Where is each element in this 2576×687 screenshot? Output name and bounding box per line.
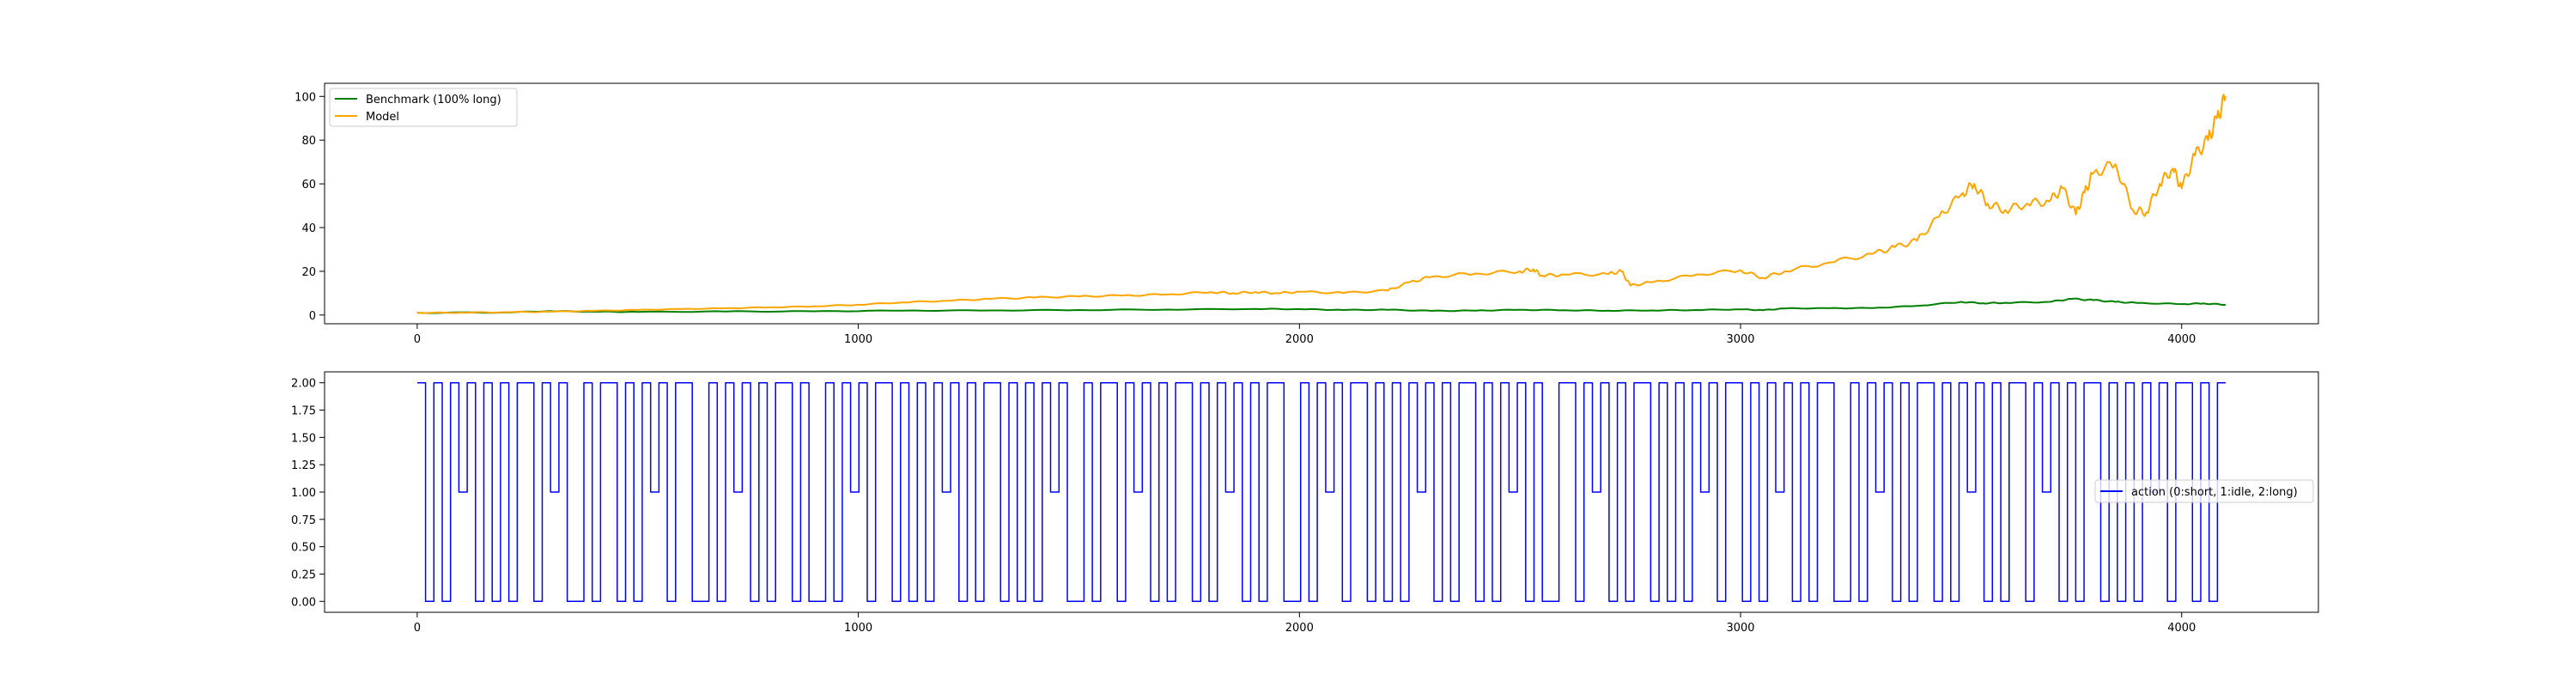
act-y-tick-label: 1.50	[291, 432, 316, 445]
eq-y-tick-label: 80	[301, 135, 316, 148]
eq-y-tick-label: 60	[301, 179, 316, 192]
act-x-tick-label: 1000	[844, 622, 872, 635]
action-legend-box	[2094, 479, 2314, 503]
equity-plot-clip-area	[416, 94, 2227, 314]
act-y-tick-label: 0.25	[291, 568, 316, 581]
eq-y-tick-label: 20	[301, 266, 316, 279]
legend-label-benchmark: Benchmark (100% long)	[366, 94, 501, 106]
act-y-tick-label: 0.75	[291, 514, 316, 527]
eq-y-tick-label: 0	[309, 310, 316, 323]
eq-y-tick-label: 100	[295, 91, 316, 104]
act-x-tick-label: 3000	[1726, 622, 1754, 635]
equity-series-layer	[416, 94, 2227, 314]
eq-x-tick-label: 2000	[1285, 333, 1314, 346]
equity-y-axis: 0 20 40 60 80 100	[295, 91, 325, 323]
action-x-axis: 0 1000 2000 3000 4000	[414, 612, 2196, 635]
eq-x-tick-label: 4000	[2167, 333, 2196, 346]
eq-y-tick-label: 40	[301, 222, 316, 235]
act-y-tick-label: 0.00	[291, 596, 316, 609]
eq-x-tick-label: 3000	[1726, 333, 1754, 346]
action-series-layer	[416, 381, 2227, 603]
act-y-tick-label: 2.00	[291, 378, 316, 391]
eq-x-tick-label: 0	[414, 333, 421, 346]
act-x-tick-label: 0	[414, 622, 421, 635]
legend-label-model: Model	[366, 111, 399, 124]
act-y-tick-label: 1.25	[291, 459, 316, 472]
action-y-axis: 0.00 0.25 0.50 0.75 1.00 1.25 1.50 1.75 2.00	[291, 378, 325, 609]
act-y-tick-label: 1.00	[291, 487, 316, 500]
equity-legend: Benchmark (100% long) Model	[329, 88, 518, 127]
equity-x-axis: 0 1000 2000 3000 4000	[414, 324, 2196, 346]
equity-legend-box	[329, 88, 518, 127]
act-x-tick-label: 4000	[2167, 622, 2196, 635]
act-y-tick-label: 0.50	[291, 542, 316, 555]
eq-series-line-1	[416, 94, 2227, 314]
action-chart: 0 1000 2000 3000 4000 0.00 0.25 0.50 0.75 1.00 1.…	[291, 371, 2319, 635]
eq-series-line-0	[416, 297, 2227, 314]
eq-x-tick-label: 1000	[844, 333, 872, 346]
action-legend: action (0:short, 1:idle, 2:long)	[2094, 479, 2314, 503]
equity-axes-frame	[324, 82, 2319, 325]
legend-label-action: action (0:short, 1:idle, 2:long)	[2131, 486, 2298, 499]
equity-chart: 0 1000 2000 3000 4000 0 20 40 60 80 100 Benchmark…	[295, 82, 2319, 346]
act-x-tick-label: 2000	[1285, 622, 1314, 635]
act-y-tick-label: 1.75	[291, 405, 316, 418]
act-series-line-0	[416, 381, 2227, 603]
